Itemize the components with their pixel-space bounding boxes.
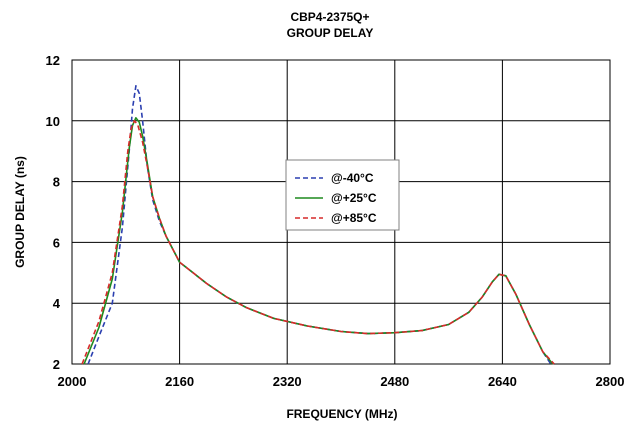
y-tick-label: 12 [46, 53, 60, 68]
chart-subtitle: GROUP DELAY [287, 26, 374, 40]
x-axis-label: FREQUENCY (MHz) [286, 407, 397, 421]
x-tick-label: 2160 [165, 374, 194, 389]
legend-label-1: @-40°C [331, 171, 374, 185]
x-tick-label: 2640 [488, 374, 517, 389]
legend-label-2: @+25°C [331, 191, 377, 205]
legend: @-40°C @+25°C @+85°C [285, 159, 400, 231]
x-tick-label: 2480 [380, 374, 409, 389]
y-tick-label: 10 [46, 114, 60, 129]
x-axis-ticks: 2000 2160 2320 2480 2640 2800 [58, 374, 625, 389]
y-axis-ticks: 2 4 6 8 10 12 [46, 53, 61, 372]
y-tick-label: 4 [53, 296, 61, 311]
series-line-3 [81, 120, 555, 365]
x-tick-label: 2800 [596, 374, 625, 389]
y-tick-label: 2 [53, 357, 60, 372]
legend-label-3: @+85°C [331, 211, 377, 225]
x-tick-label: 2320 [273, 374, 302, 389]
chart-title: CBP4-2375Q+ [290, 10, 369, 24]
y-axis-label: GROUP DELAY (ns) [13, 156, 27, 268]
plot-area [71, 59, 611, 365]
series-layer [81, 85, 555, 365]
y-tick-label: 8 [53, 175, 60, 190]
x-tick-label: 2000 [58, 374, 87, 389]
y-tick-label: 6 [53, 235, 60, 250]
